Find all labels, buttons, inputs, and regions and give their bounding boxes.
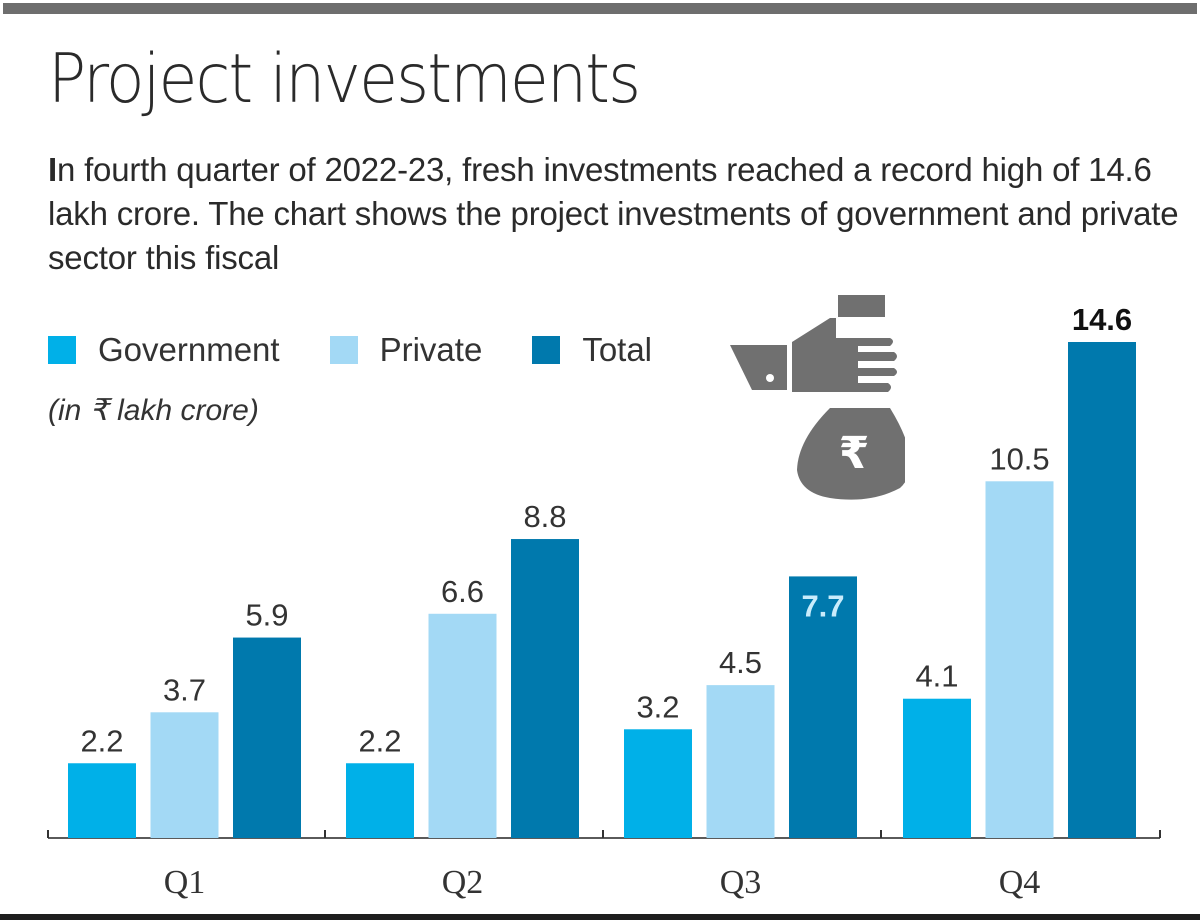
hand-money-bag-icon-svg: ₹ bbox=[730, 295, 911, 500]
bar-private-q2 bbox=[428, 613, 497, 838]
legend-item-total: Total bbox=[532, 331, 652, 369]
data-label: 7.7 bbox=[801, 588, 844, 623]
x-tick-label: Q2 bbox=[442, 864, 484, 901]
legend-item-government: Government bbox=[48, 331, 280, 369]
subtitle-lead-letter: I bbox=[48, 151, 57, 188]
bar-government-q1 bbox=[68, 763, 136, 838]
data-label: 10.5 bbox=[989, 441, 1049, 476]
x-tick-label: Q3 bbox=[720, 864, 762, 901]
chart-subtitle: In fourth quarter of 2022-23, fresh inve… bbox=[48, 148, 1198, 280]
rupee-symbol: ₹ bbox=[839, 428, 870, 479]
bag-neck-shape bbox=[838, 295, 885, 317]
legend: Government Private Total bbox=[48, 331, 702, 369]
data-label: 8.8 bbox=[523, 499, 566, 534]
bar-private-q1 bbox=[150, 712, 219, 838]
bar-total-q2 bbox=[511, 539, 579, 838]
bar-total-q4 bbox=[1068, 342, 1136, 838]
x-tick-label: Q4 bbox=[999, 864, 1041, 901]
data-label: 2.2 bbox=[358, 723, 401, 758]
bar-government-q3 bbox=[624, 729, 692, 838]
bottom-rule bbox=[0, 914, 1200, 920]
subtitle-text: n fourth quarter of 2022-23, fresh inves… bbox=[48, 151, 1179, 276]
data-label: 4.5 bbox=[719, 645, 762, 680]
legend-swatch-private bbox=[329, 336, 358, 364]
chart-title: Project investments bbox=[48, 40, 641, 119]
bar-private-q4 bbox=[985, 481, 1054, 838]
legend-label-total: Total bbox=[582, 331, 653, 368]
bar-private-q3 bbox=[706, 685, 775, 838]
bar-total-q1 bbox=[233, 637, 301, 838]
data-label: 6.6 bbox=[441, 574, 484, 609]
data-label: 4.1 bbox=[915, 659, 958, 694]
legend-swatch-government bbox=[48, 336, 76, 364]
data-label: 3.7 bbox=[163, 672, 206, 707]
legend-label-private: Private bbox=[379, 331, 483, 368]
legend-swatch-total bbox=[532, 336, 561, 364]
top-rule bbox=[3, 3, 1197, 14]
cuff-button-shape bbox=[766, 374, 774, 382]
bar-total-q3 bbox=[789, 576, 857, 838]
data-label: 14.6 bbox=[1072, 302, 1132, 337]
legend-label-government: Government bbox=[98, 331, 280, 368]
bar-government-q2 bbox=[346, 763, 414, 838]
x-tick-label: Q1 bbox=[164, 864, 206, 901]
bag-body-shape bbox=[797, 408, 911, 500]
hand-shape bbox=[792, 318, 897, 392]
hand-money-bag-rupee-icon: ₹ bbox=[730, 290, 911, 500]
legend-item-private: Private bbox=[329, 331, 483, 369]
data-label: 3.2 bbox=[636, 689, 679, 724]
unit-note: (in ₹ lakh crore) bbox=[48, 394, 259, 427]
data-label: 2.2 bbox=[80, 723, 123, 758]
bar-government-q4 bbox=[903, 698, 971, 838]
data-label: 5.9 bbox=[245, 598, 288, 633]
